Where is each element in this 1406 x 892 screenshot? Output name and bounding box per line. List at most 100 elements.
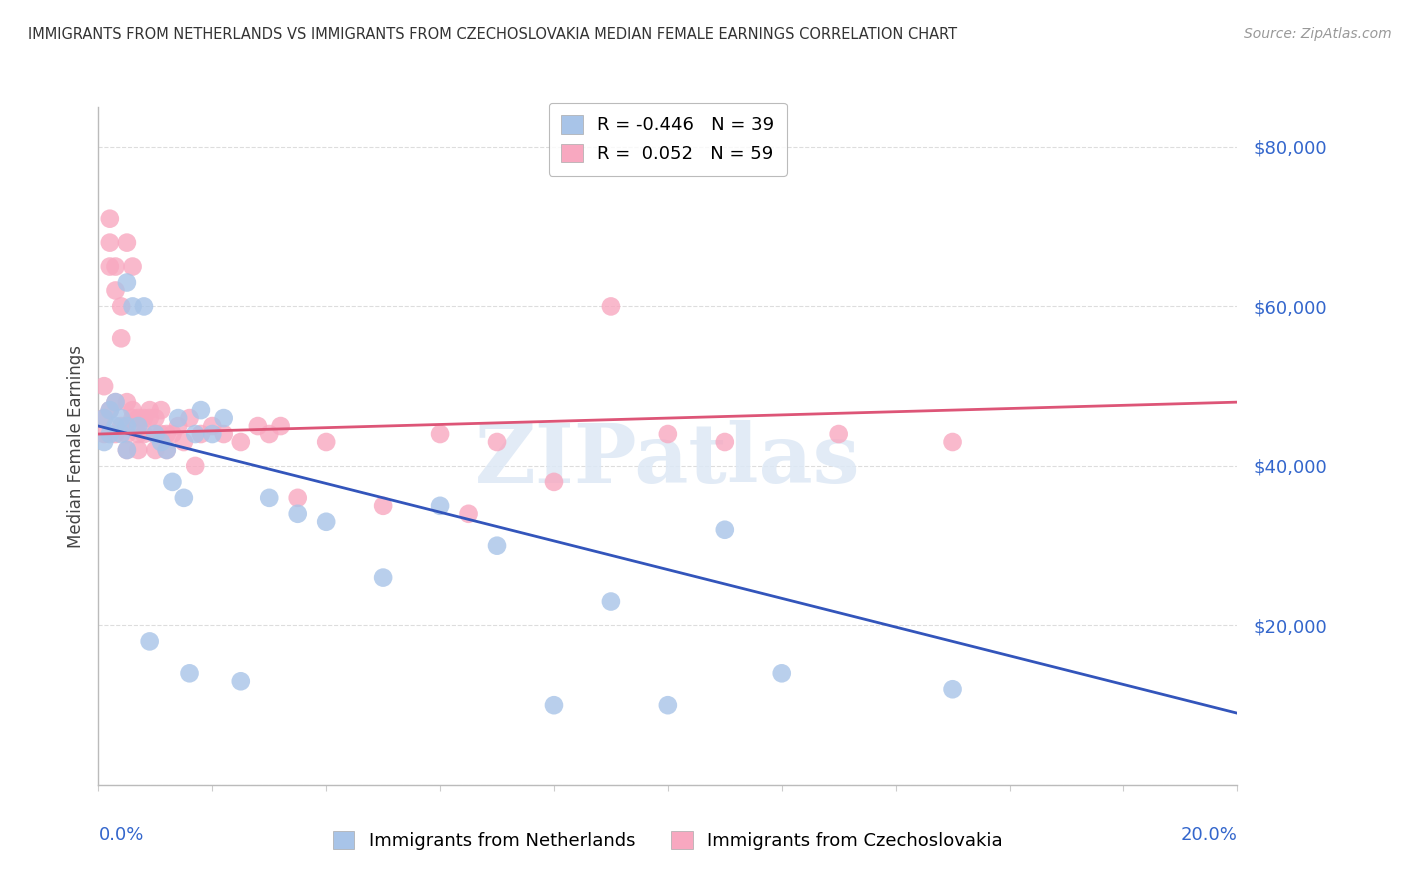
Point [127,419,149,434]
Point [229,435,252,450]
Point [115,419,138,434]
Point [98,260,121,274]
Point [145,442,167,457]
Point [600,594,623,608]
Point [98,403,121,417]
Point [93,411,115,425]
Point [543,475,565,489]
Point [93,379,115,393]
Point [212,427,235,442]
Point [145,427,167,442]
Y-axis label: Median Female Earnings: Median Female Earnings [66,344,84,548]
Point [162,475,184,489]
Point [104,419,127,434]
Point [98,403,121,417]
Point [190,427,212,442]
Point [657,427,679,442]
Point [167,411,190,425]
Point [173,435,195,450]
Point [93,435,115,450]
Point [121,411,143,425]
Point [212,411,235,425]
Point [156,442,179,457]
Point [770,666,793,681]
Point [121,260,143,274]
Point [246,419,269,434]
Point [115,276,138,290]
Point [179,411,201,425]
Point [98,235,121,250]
Point [259,491,281,505]
Point [287,507,309,521]
Point [162,427,184,442]
Point [145,427,167,442]
Point [600,300,623,314]
Point [132,427,155,442]
Point [104,395,127,409]
Point [156,427,179,442]
Point [315,435,337,450]
Point [270,419,292,434]
Point [942,435,965,450]
Point [138,634,160,648]
Point [110,300,132,314]
Point [121,403,143,417]
Point [486,539,509,553]
Point [167,419,190,434]
Point [173,491,195,505]
Point [115,427,138,442]
Point [98,211,121,226]
Point [315,515,337,529]
Point [104,427,127,442]
Point [429,427,451,442]
Point [110,411,132,425]
Point [657,698,679,713]
Point [115,235,138,250]
Point [184,458,207,473]
Point [486,435,509,450]
Legend: Immigrants from Netherlands, Immigrants from Czechoslovakia: Immigrants from Netherlands, Immigrants … [325,823,1011,857]
Point [714,523,737,537]
Point [132,411,155,425]
Point [115,395,138,409]
Text: Source: ZipAtlas.com: Source: ZipAtlas.com [1244,27,1392,41]
Point [229,674,252,689]
Point [179,666,201,681]
Point [150,435,173,450]
Point [104,284,127,298]
Point [373,499,395,513]
Point [543,698,565,713]
Point [121,300,143,314]
Point [259,427,281,442]
Point [138,403,160,417]
Point [457,507,479,521]
Point [93,427,115,442]
Point [190,403,212,417]
Text: 0.0%: 0.0% [98,826,143,844]
Point [127,411,149,425]
Point [373,571,395,585]
Point [201,427,224,442]
Point [184,427,207,442]
Text: ZIPatlas: ZIPatlas [475,419,860,500]
Point [104,260,127,274]
Point [110,427,132,442]
Point [98,427,121,442]
Point [110,419,132,434]
Point [714,435,737,450]
Point [115,442,138,457]
Point [156,442,179,457]
Point [127,427,149,442]
Point [828,427,851,442]
Point [115,442,138,457]
Point [201,419,224,434]
Point [145,411,167,425]
Point [287,491,309,505]
Point [942,682,965,697]
Point [132,300,155,314]
Point [127,442,149,457]
Point [110,331,132,345]
Point [150,403,173,417]
Point [104,395,127,409]
Text: IMMIGRANTS FROM NETHERLANDS VS IMMIGRANTS FROM CZECHOSLOVAKIA MEDIAN FEMALE EARN: IMMIGRANTS FROM NETHERLANDS VS IMMIGRANT… [28,27,957,42]
